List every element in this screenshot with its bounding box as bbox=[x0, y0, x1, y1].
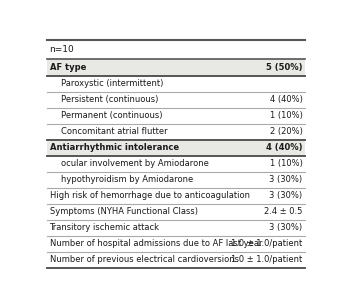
Text: 3 (30%): 3 (30%) bbox=[270, 175, 303, 184]
Text: 2.4 ± 0.5: 2.4 ± 0.5 bbox=[264, 207, 303, 216]
Text: 4 (40%): 4 (40%) bbox=[270, 95, 303, 104]
Text: n=10: n=10 bbox=[49, 45, 74, 54]
Text: AF type: AF type bbox=[49, 63, 86, 72]
Text: Persistent (continuous): Persistent (continuous) bbox=[61, 95, 159, 104]
Text: Paroxystic (intermittent): Paroxystic (intermittent) bbox=[61, 79, 164, 88]
Text: hypothyroidism by Amiodarone: hypothyroidism by Amiodarone bbox=[61, 175, 194, 184]
Text: Permanent (continuous): Permanent (continuous) bbox=[61, 111, 163, 120]
Text: Concomitant atrial flutter: Concomitant atrial flutter bbox=[61, 127, 168, 136]
Text: 3 (30%): 3 (30%) bbox=[270, 191, 303, 200]
Text: 3 (30%): 3 (30%) bbox=[270, 223, 303, 232]
Text: 1 (10%): 1 (10%) bbox=[270, 111, 303, 120]
Text: 5 (50%): 5 (50%) bbox=[266, 63, 303, 72]
Text: 1.0 ± 1.0/patient: 1.0 ± 1.0/patient bbox=[231, 255, 303, 264]
Text: Transitory ischemic attack: Transitory ischemic attack bbox=[49, 223, 159, 232]
Text: Number of previous electrical cardioversions: Number of previous electrical cardiovers… bbox=[49, 255, 238, 264]
Text: Symptoms (NYHA Functional Class): Symptoms (NYHA Functional Class) bbox=[49, 207, 198, 216]
Text: High risk of hemorrhage due to anticoagulation: High risk of hemorrhage due to anticoagu… bbox=[49, 191, 249, 200]
Text: 1 (10%): 1 (10%) bbox=[270, 159, 303, 168]
Text: Number of hospital admissions due to AF last year: Number of hospital admissions due to AF … bbox=[49, 239, 262, 248]
Text: 4 (40%): 4 (40%) bbox=[266, 143, 303, 152]
Text: 2 (20%): 2 (20%) bbox=[270, 127, 303, 136]
Text: Antiarrhythmic intolerance: Antiarrhythmic intolerance bbox=[49, 143, 179, 152]
Text: 1.0 ± 1.0/patient: 1.0 ± 1.0/patient bbox=[231, 239, 303, 248]
Bar bbox=[47, 59, 305, 76]
Bar bbox=[47, 140, 305, 156]
Text: ocular involvement by Amiodarone: ocular involvement by Amiodarone bbox=[61, 159, 209, 168]
